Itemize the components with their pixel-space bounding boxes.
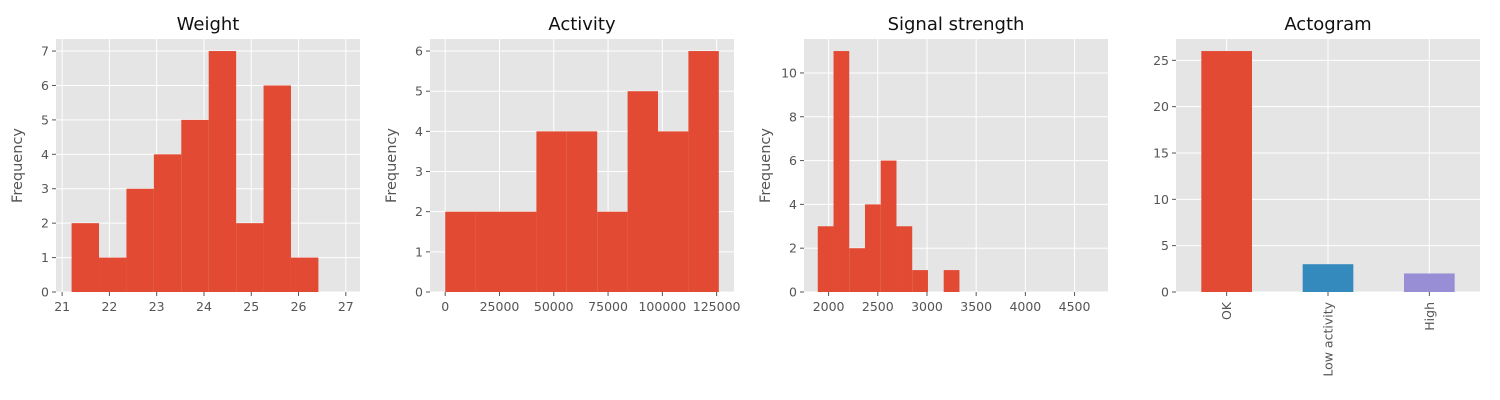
histogram-bar [445,211,476,292]
histogram-bar [627,91,658,292]
histogram-bar [153,154,182,292]
y-tick-label: 2 [41,216,49,231]
x-tick-label: 4000 [1009,299,1041,314]
histogram-bar [912,270,928,292]
chart-panel-3: 0 2 4 6 8 10 2000 2500 3000 3500 4000 4500 Signal st… [758,14,1108,314]
y-tick-label: 0 [415,285,423,300]
x-tick-label: 100000 [638,299,686,314]
x-tick-label: 50000 [534,299,574,314]
y-tick-label: 10 [1153,192,1169,207]
y-tick-label: 2 [789,241,797,256]
y-tick-label: 0 [41,285,49,300]
histogram-bar [506,211,537,292]
x-tick-label: 25 [243,299,259,314]
bar-low-activity [1302,264,1354,292]
bar-high [1404,273,1455,292]
histogram-bar [99,257,127,292]
y-tick-label: 10 [781,65,797,80]
y-axis-label: Frequency [10,128,26,203]
histogram-bar [658,131,689,292]
y-tick-label: 20 [1153,99,1169,114]
chart-title: Weight [177,14,240,35]
histogram-bar [864,204,881,292]
histogram-bar [263,85,291,292]
y-tick-label: 4 [789,197,797,212]
histogram-bar [833,51,850,292]
histogram-bar [880,160,897,292]
x-tick-label: 75000 [588,299,628,314]
x-tick-label: 22 [101,299,117,314]
chart-title: Signal strength [888,14,1025,35]
histogram-bar [475,211,506,292]
y-axis-label: Frequency [384,128,400,203]
x-tick-label: 3500 [960,299,992,314]
y-tick-label: 5 [41,112,49,127]
y-tick-label: 4 [41,147,49,162]
histogram-bar [566,131,598,292]
x-tick-label: 2000 [813,299,845,314]
histogram-bar [208,51,237,292]
bar-ok [1201,51,1252,292]
histogram-bar [849,248,865,292]
y-tick-label: 3 [41,181,49,196]
y-tick-label: 7 [41,44,49,59]
chart-title: Actogram [1284,14,1371,35]
x-tick-label: 27 [338,299,354,314]
x-tick-label: 23 [149,299,165,314]
y-tick-label: 1 [41,250,49,265]
x-tick-label: 4500 [1059,299,1091,314]
histogram-bar [236,223,264,292]
x-tick-label: 25000 [480,299,520,314]
y-axis-label: Frequency [758,128,774,203]
histogram-bar [943,270,960,292]
x-tick-label: Low activity [1321,301,1336,376]
y-tick-label: 0 [1161,285,1169,300]
x-tick-label: 3000 [911,299,943,314]
y-tick-label: 1 [415,244,423,259]
chart-panel-4: 0 5 10 15 20 25 OK Low activity High Actogram [1153,14,1480,377]
x-tick-label: 125000 [693,299,741,314]
y-tick-label: 5 [1161,238,1169,253]
histogram-bar [896,226,913,292]
histogram-bar [126,188,154,292]
y-tick-label: 5 [415,84,423,99]
histogram-bar [290,257,319,292]
y-tick-label: 8 [789,109,797,124]
histogram-bar [71,223,100,292]
histogram-bar [536,131,567,292]
histogram-bar [597,211,628,292]
histogram-bar [688,51,719,292]
histogram-bar [817,226,834,292]
y-tick-label: 6 [415,44,423,59]
y-tick-label: 4 [415,124,423,139]
x-tick-label: 21 [54,299,70,314]
y-tick-label: 25 [1153,53,1169,68]
x-tick-label: High [1422,302,1437,331]
chart-title: Activity [548,14,616,35]
histogram-bar [181,119,209,292]
y-tick-label: 0 [789,285,797,300]
x-tick-label: 0 [441,299,449,314]
x-tick-label: 26 [291,299,307,314]
y-tick-label: 3 [415,164,423,179]
x-tick-label: 2500 [862,299,894,314]
y-tick-label: 6 [41,78,49,93]
x-tick-label: OK [1219,301,1234,320]
y-tick-label: 6 [789,153,797,168]
y-tick-label: 15 [1153,145,1169,160]
chart-panel-2: 0 1 2 3 4 5 6 0 25000 50000 75000 100000 125000 Activ… [384,14,741,314]
x-tick-label: 24 [196,299,212,314]
y-tick-label: 2 [415,204,423,219]
